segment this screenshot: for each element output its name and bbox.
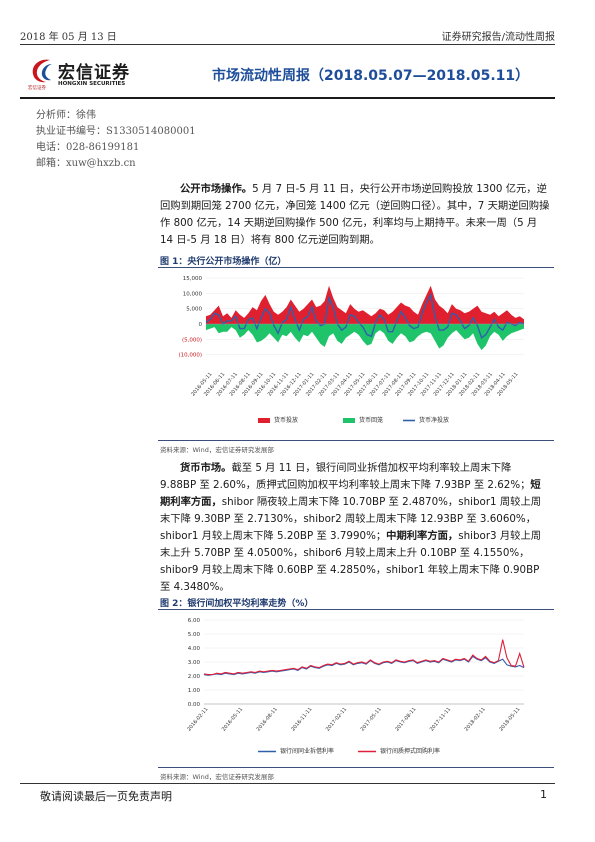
para2-text3: shibor3 月较上周末上升 5.70BP 至 4.0500%，shibor6… (160, 530, 542, 593)
para2-text2: shibor 隔夜较上周末下降 10.70BP 至 2.4870%，shibor… (160, 496, 542, 542)
figure1-source: 资料来源：Wind，宏信证券研究发展部 (160, 446, 274, 454)
report-date: 2018 年 05 月 13 日 (20, 32, 117, 43)
y-tick-label: 5.00 (188, 632, 201, 638)
title-divider (20, 97, 555, 99)
y-tick-label: 15,000 (183, 276, 203, 282)
para2-label3: 中期利率方面， (386, 530, 459, 542)
logo-small-text: 宏信证券 (28, 86, 46, 91)
report-title: 市场流动性周报（2018.05.07—2018.05.11） (212, 68, 530, 84)
legend-swatch (343, 418, 355, 423)
logo-name-cn: 宏信证券 (58, 63, 130, 83)
phone-number: 电话：028-86199181 (36, 142, 140, 153)
series-area-withdrawal (206, 324, 524, 351)
x-tick-label: 2016-08-11 (256, 706, 279, 732)
y-tick-label: 0.00 (188, 702, 201, 708)
page-number: 1 (540, 788, 547, 801)
company-logo: 宏信证券 HONGXIN SECURITIES 宏信证券 (28, 56, 168, 92)
y-tick-label: 1.00 (188, 688, 201, 694)
x-tick-label: 2016-11-11 (290, 706, 313, 732)
para2-text1: 截至 5 月 11 日，银行间同业拆借加权平均利率较上周末下降 9.88BP 至… (160, 462, 531, 491)
x-tick-label: 2017-05-11 (360, 706, 383, 732)
legend-swatch (258, 418, 270, 423)
legend-label: 银行间质押式回购利率 (380, 747, 440, 755)
figure1-caption: 图 1：央行公开市场操作（亿） (160, 257, 287, 267)
open-market-paragraph: 公开市场操作。5 月 7 日-5 月 11 日，央行公开市场逆回购投放 1300… (160, 181, 550, 249)
series-area-injection (206, 285, 524, 324)
x-tick-label: 2016-05-11 (221, 706, 244, 732)
para1-text: 5 月 7 日-5 月 11 日，央行公开市场逆回购投放 1300 亿元，逆回购… (160, 183, 550, 246)
logo-mark-icon (32, 59, 52, 83)
y-tick-label: 10,000 (183, 291, 203, 297)
series-line-interbank-lending (203, 655, 525, 676)
figure2-bottom-rule (158, 767, 554, 768)
figure1-top-rule (158, 267, 554, 268)
email-address[interactable]: 邮箱：xuw@hxzb.cn (36, 158, 136, 169)
header-divider (20, 44, 555, 45)
figure2-top-rule (158, 609, 554, 610)
figure2-source: 资料来源：Wind，宏信证券研究发展部 (160, 773, 274, 781)
series-line-net (205, 292, 525, 339)
y-tick-label: (5,000) (182, 337, 202, 343)
y-tick-label: 4.00 (188, 646, 201, 652)
logo-name-en: HONGXIN SECURITIES (58, 81, 126, 87)
x-tick-label: 2018-05-11 (498, 706, 521, 732)
para2-label1: 货币市场。 (180, 462, 232, 474)
x-tick-label: 2016-02-11 (186, 706, 209, 732)
y-tick-label: 0 (199, 322, 203, 328)
x-tick-label: 2017-11-11 (429, 706, 452, 732)
footer-divider (20, 783, 555, 784)
y-tick-label: 2.00 (188, 674, 201, 680)
y-tick-label: 5,000 (186, 307, 202, 313)
chart-open-market: 15,00010,0005,0000(5,000)(10,000)2016-05… (178, 276, 525, 424)
report-category: 证券研究报告/流动性周报 (441, 32, 555, 43)
money-market-paragraph: 货币市场。截至 5 月 11 日，银行间同业拆借加权平均利率较上周末下降 9.8… (160, 460, 550, 596)
figure1-bottom-rule (158, 440, 554, 441)
y-tick-label: (10,000) (178, 353, 202, 359)
legend-label: 货币净投放 (419, 416, 449, 424)
license-number: 执业证书编号：S1330514080001 (36, 126, 196, 137)
legend-label: 银行间同业拆借利率 (280, 747, 334, 755)
x-tick-label: 2017-02-11 (325, 706, 348, 732)
para2-label2: 短期利率方面， (160, 479, 541, 508)
series-line-repo (203, 639, 525, 676)
y-tick-label: 6.00 (188, 618, 201, 624)
chart-interbank-rates: 0.00 1.00 2.00 3.00 4.00 5.00 6.00 2016-02-11 20… (186, 618, 525, 755)
analyst-name: 分析师：徐伟 (36, 110, 96, 121)
footer-disclaimer[interactable]: 敬请阅读最后一页免责声明 (40, 790, 172, 803)
y-tick-label: 3.00 (188, 660, 201, 666)
legend-label: 货币回笼 (359, 416, 383, 424)
x-tick-label: 2017-08-11 (394, 706, 417, 732)
figure2-caption: 图 2：银行间加权平均利率走势（%） (160, 599, 314, 609)
para1-label: 公开市场操作。 (180, 183, 253, 195)
legend-label: 货币投放 (274, 416, 298, 424)
x-tick-label: 2018-02-11 (464, 706, 487, 732)
